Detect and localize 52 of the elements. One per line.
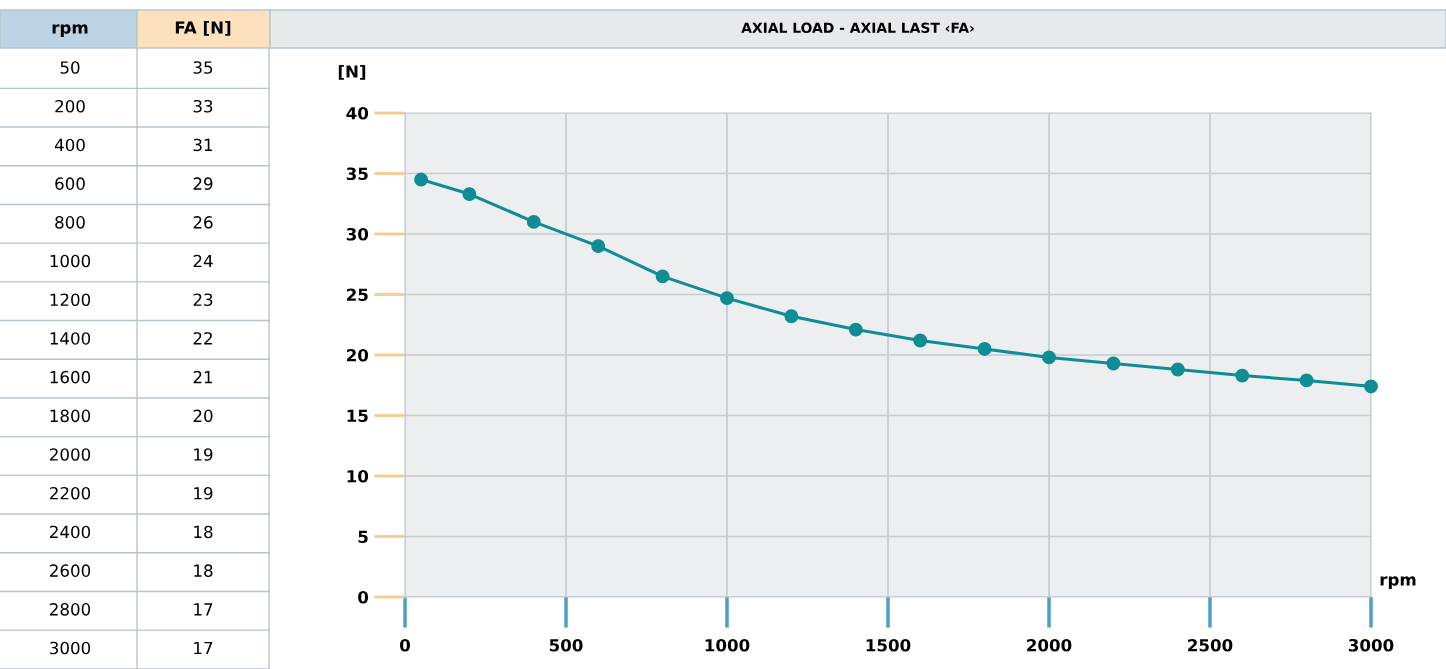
text: FA [N] bbox=[175, 20, 231, 36]
category-label: 1800 bbox=[50, 409, 91, 423]
data-label: 21 bbox=[193, 370, 213, 384]
x-axis-title: rpm bbox=[1380, 576, 1416, 590]
text: rpm bbox=[52, 24, 88, 38]
category-label: 2200 bbox=[50, 486, 91, 500]
category-label: 1400 bbox=[50, 332, 91, 345]
x-tick-label: 2000 bbox=[1027, 638, 1072, 652]
y-tick-label: 15 bbox=[347, 409, 368, 423]
y-tick-label: 25 bbox=[347, 288, 368, 302]
category-label: 800 bbox=[55, 216, 85, 229]
y-tick-label: 40 bbox=[346, 106, 369, 120]
category-label: 1000 bbox=[50, 254, 91, 268]
x-tick-label: 1000 bbox=[705, 638, 750, 652]
data-label: 20 bbox=[193, 409, 213, 423]
data-label: 33 bbox=[193, 99, 213, 113]
y-tick-label: 0 bbox=[358, 590, 369, 604]
data-label: 31 bbox=[193, 138, 213, 152]
data-label: 17 bbox=[194, 603, 213, 616]
y-tick-label: 10 bbox=[347, 469, 369, 483]
category-label: 600 bbox=[55, 177, 85, 190]
category-label: 2800 bbox=[50, 603, 91, 616]
x-tick-label: 3000 bbox=[1348, 638, 1394, 652]
data-label: 24 bbox=[193, 254, 213, 268]
data-label: 35 bbox=[193, 61, 213, 74]
category-label: 200 bbox=[55, 99, 85, 113]
y-tick-label: 35 bbox=[346, 167, 368, 181]
data-label: 18 bbox=[194, 564, 213, 577]
data-label: 22 bbox=[193, 332, 212, 345]
y-tick-label: 30 bbox=[346, 227, 369, 241]
x-tick-label: 2500 bbox=[1188, 638, 1233, 652]
category-label: 400 bbox=[54, 138, 85, 152]
data-label: 19 bbox=[194, 448, 213, 461]
y-tick-label: 5 bbox=[358, 530, 368, 544]
category-label: 2000 bbox=[50, 448, 91, 461]
data-label: 23 bbox=[193, 293, 213, 307]
x-tick-label: 500 bbox=[549, 638, 583, 652]
y-tick-label: 20 bbox=[347, 348, 369, 362]
category-label: 1600 bbox=[50, 370, 91, 384]
data-label: 19 bbox=[194, 486, 213, 500]
category-label: 1200 bbox=[50, 293, 91, 307]
x-tick-label: 0 bbox=[400, 638, 410, 652]
chart-title: AXIAL LOAD - AXIAL LAST ‹FA› bbox=[741, 22, 974, 34]
y-axis-title: [N] bbox=[338, 64, 366, 80]
category-label: 2600 bbox=[50, 564, 91, 577]
data-label: 17 bbox=[194, 641, 213, 655]
category-label: 50 bbox=[60, 61, 80, 74]
x-tick-label: 1500 bbox=[866, 638, 911, 652]
category-label: 2400 bbox=[50, 525, 91, 539]
data-label: 26 bbox=[193, 216, 213, 229]
data-label: 29 bbox=[193, 177, 213, 190]
data-label: 18 bbox=[194, 525, 213, 539]
